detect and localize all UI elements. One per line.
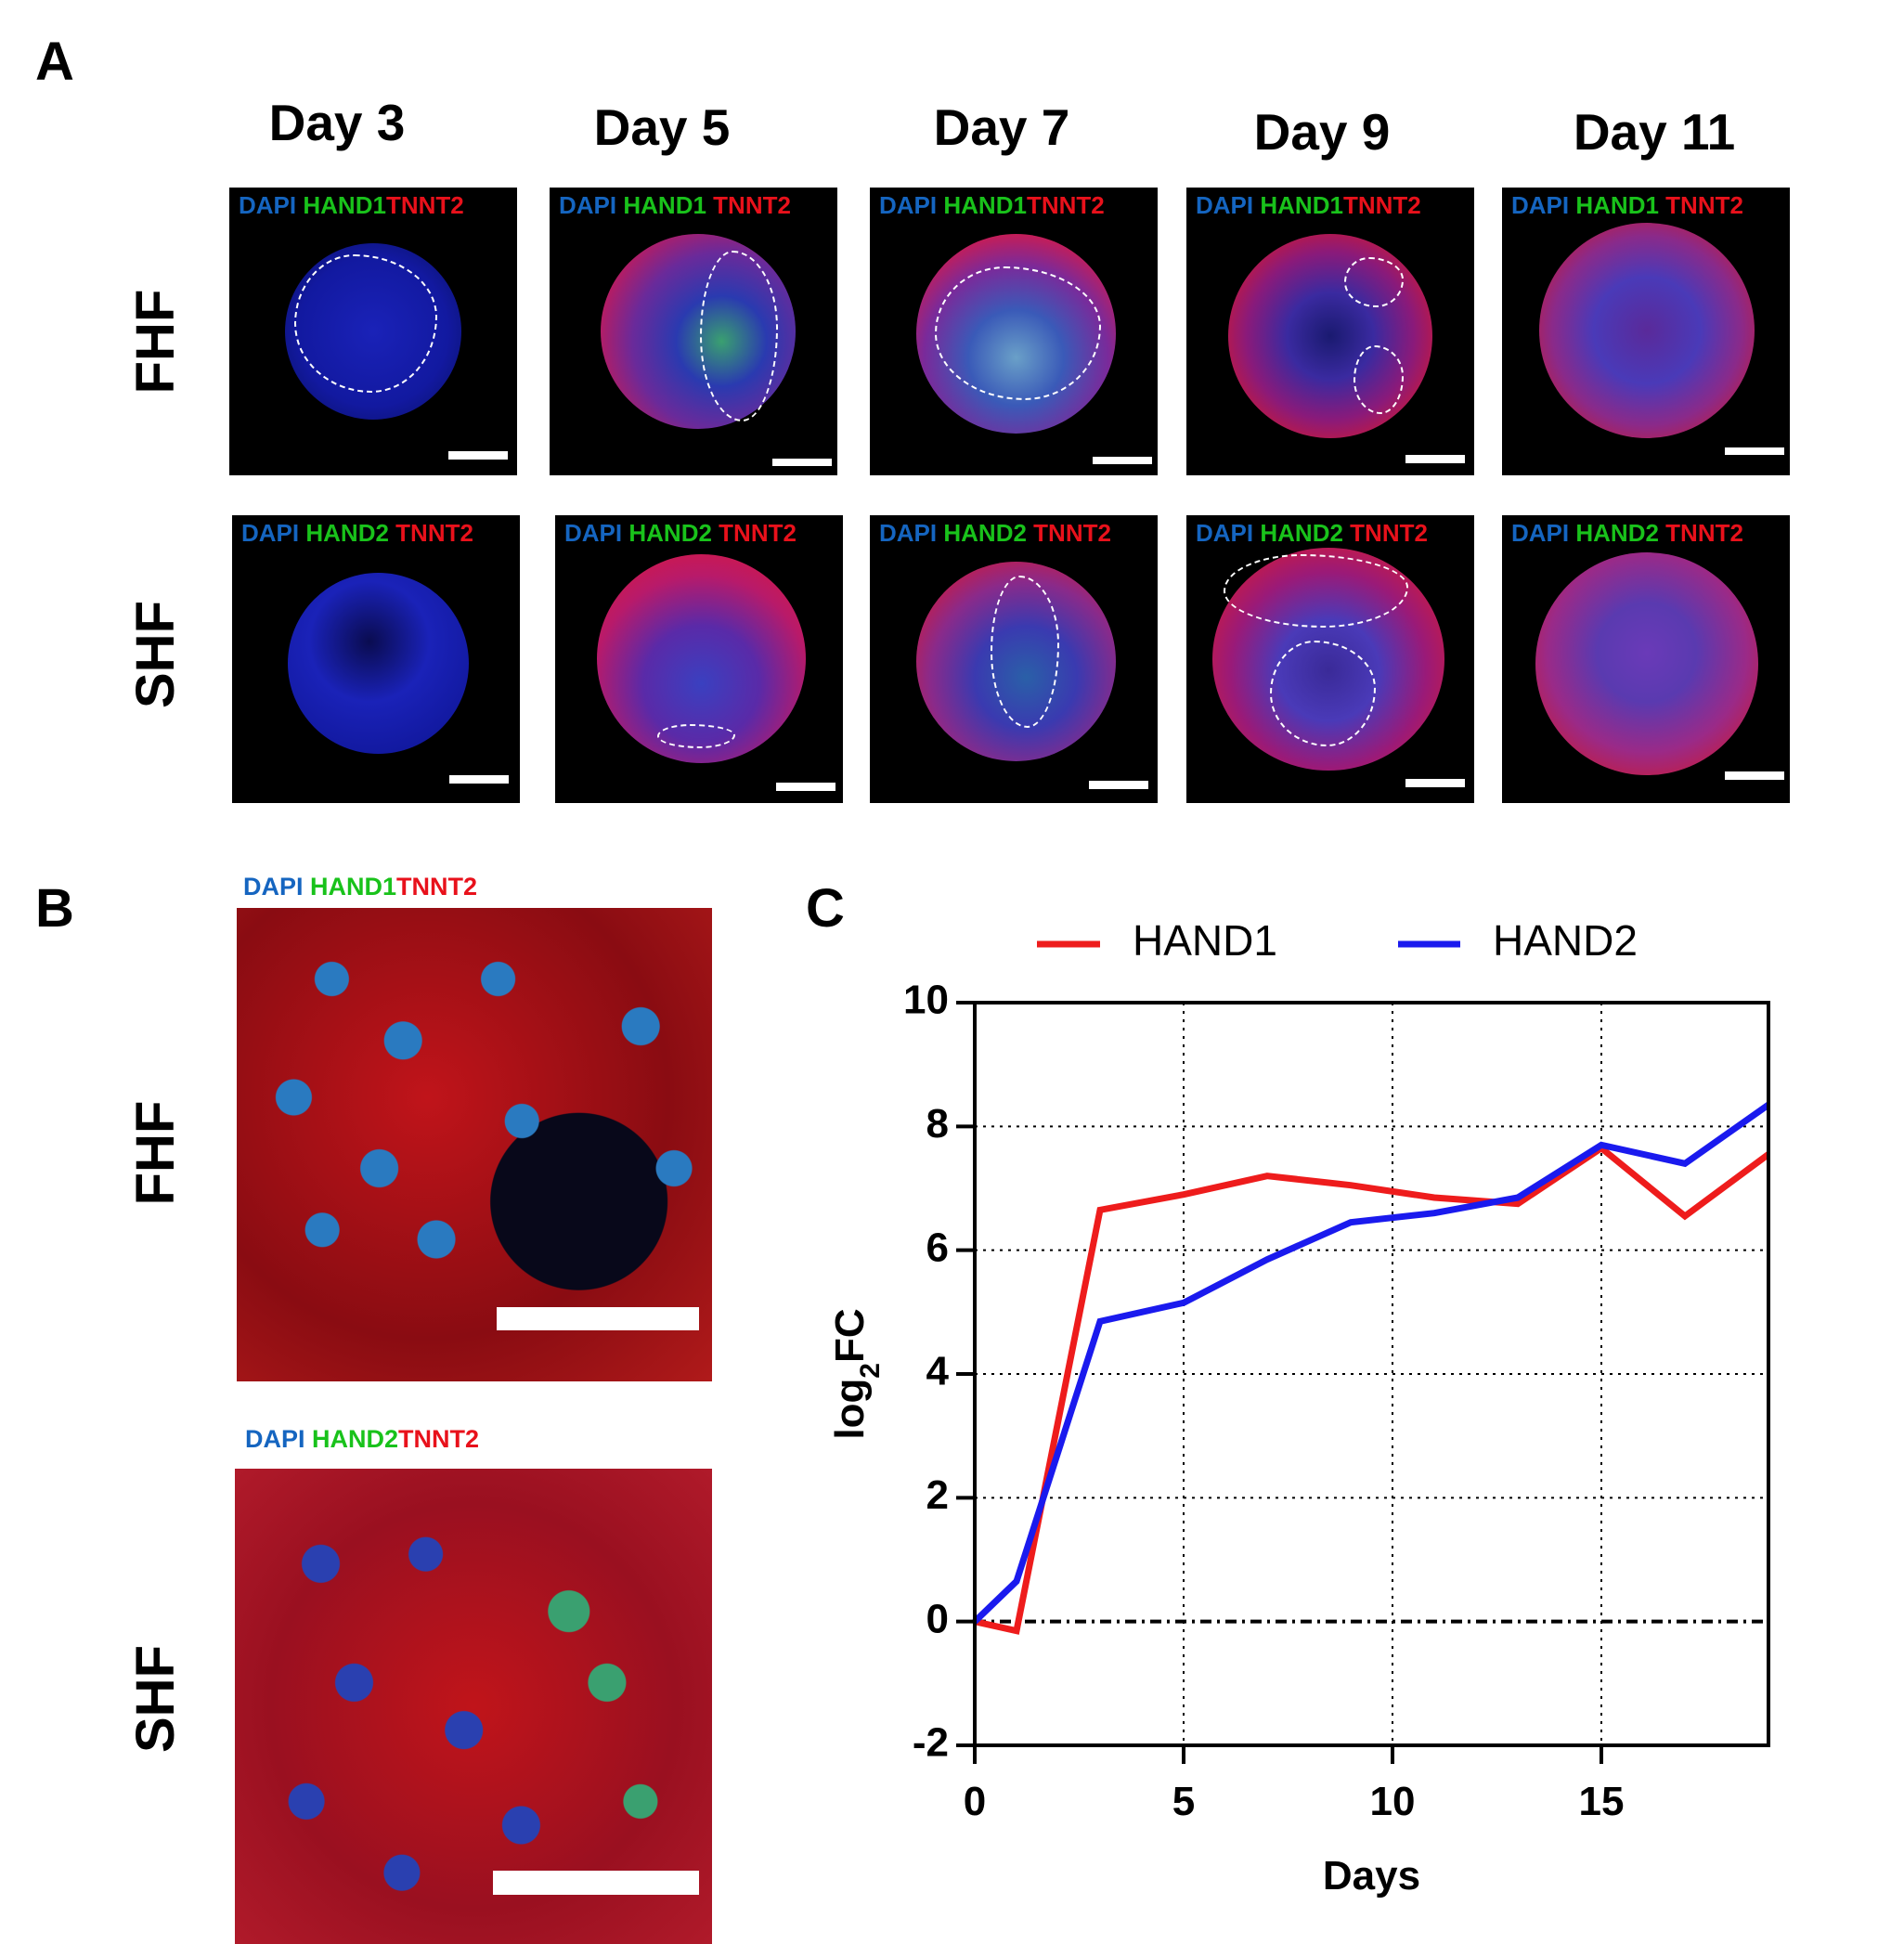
- y-tick-label: 4: [926, 1349, 950, 1394]
- dashed-region: [294, 254, 437, 393]
- scale-bar: [1405, 455, 1465, 463]
- dashed-region: [1270, 641, 1376, 746]
- organoid-sphere: [1535, 552, 1758, 775]
- scale-bar: [448, 451, 508, 460]
- y-tick-label: 8: [926, 1101, 949, 1147]
- scale-bar: [1725, 771, 1784, 780]
- series-line-hand1: [974, 1144, 1771, 1635]
- organoid-sphere: [1228, 234, 1432, 438]
- panel-label-a: A: [35, 32, 74, 92]
- row-label-shf-b: SHF: [125, 1645, 186, 1753]
- micrograph-b-shf: [235, 1469, 712, 1944]
- stain-legend: DAPI HAND1TNNT2: [879, 191, 1105, 219]
- y-tick-label: 10: [903, 978, 949, 1023]
- scale-bar: [497, 1307, 699, 1330]
- dashed-region: [991, 576, 1059, 728]
- day-header-7: Day 7: [933, 98, 1070, 156]
- stain-legend: DAPI HAND2 TNNT2: [1196, 519, 1428, 547]
- stain-legend: DAPI HAND2 TNNT2: [241, 519, 473, 547]
- stain-legend: DAPI HAND1 TNNT2: [1511, 191, 1743, 219]
- scale-bar: [1089, 781, 1148, 789]
- dashed-region: [700, 251, 778, 421]
- y-axis-ticks: -2 0 2 4 6 8 10: [903, 978, 975, 1766]
- scale-bar: [1093, 457, 1152, 464]
- y-tick-label: 6: [926, 1225, 949, 1270]
- stain-legend-b-shf: DAPI HAND2TNNT2: [245, 1425, 480, 1453]
- x-tick-label: 10: [1370, 1779, 1416, 1824]
- row-label-fhf-b: FHF: [125, 1100, 186, 1206]
- stain-legend: DAPI HAND1TNNT2: [239, 191, 464, 219]
- scale-bar: [776, 783, 835, 791]
- series-line-hand2: [972, 1102, 1771, 1625]
- chart-series: [972, 1102, 1771, 1635]
- row-label-fhf: FHF: [125, 289, 186, 395]
- micrograph-fhf-day5: DAPI HAND1 TNNT2: [550, 188, 837, 475]
- legend-hand2-label: HAND2: [1493, 916, 1638, 965]
- panel-label-b: B: [35, 878, 74, 939]
- micrograph-shf-day9: DAPI HAND2 TNNT2: [1186, 515, 1474, 803]
- x-tick-label: 0: [964, 1779, 986, 1824]
- day-header-9: Day 9: [1253, 103, 1391, 161]
- y-axis-label: log2FC: [827, 1308, 886, 1439]
- row-label-shf: SHF: [125, 601, 186, 708]
- micrograph-fhf-day11: DAPI HAND1 TNNT2: [1502, 188, 1790, 475]
- scale-bar: [1725, 447, 1784, 455]
- scale-bar: [493, 1871, 699, 1895]
- micrograph-b-fhf: [237, 908, 712, 1381]
- day-header-3: Day 3: [268, 94, 406, 151]
- organoid-sphere: [1539, 223, 1755, 438]
- x-axis-label: Days: [1323, 1853, 1420, 1899]
- y-tick-label: 2: [926, 1472, 949, 1518]
- log2fc-line-chart: HAND1 HAND2 -2 0 2 4 6 8 10 0 5 10 15 Days log2FC: [827, 916, 1771, 1899]
- stain-legend: DAPI HAND2 TNNT2: [879, 519, 1111, 547]
- micrograph-shf-day5: DAPI HAND2 TNNT2: [555, 515, 843, 803]
- scale-bar: [1405, 779, 1465, 787]
- micrograph-fhf-day9: DAPI HAND1TNNT2: [1186, 188, 1474, 475]
- x-tick-label: 15: [1579, 1779, 1625, 1824]
- legend-hand1-label: HAND1: [1133, 916, 1277, 965]
- dashed-region: [1224, 554, 1408, 628]
- dashed-region: [657, 724, 735, 748]
- stain-legend-b-fhf: DAPI HAND1TNNT2: [243, 873, 478, 901]
- scale-bar: [772, 459, 832, 466]
- x-tick-label: 5: [1172, 1779, 1195, 1824]
- chart-gridlines: [975, 1003, 1768, 1745]
- micrograph-shf-day7: DAPI HAND2 TNNT2: [870, 515, 1158, 803]
- panel-label-c: C: [806, 878, 845, 939]
- micrograph-shf-day11: DAPI HAND2 TNNT2: [1502, 515, 1790, 803]
- stain-legend: DAPI HAND2 TNNT2: [564, 519, 797, 547]
- stain-legend: DAPI HAND1 TNNT2: [559, 191, 791, 219]
- dashed-region: [1344, 257, 1404, 307]
- y-tick-label: -2: [913, 1720, 949, 1766]
- y-tick-label: 0: [926, 1596, 949, 1641]
- day-header-11: Day 11: [1573, 103, 1736, 161]
- micrograph-fhf-day7: DAPI HAND1TNNT2: [870, 188, 1158, 475]
- organoid-sphere: [288, 573, 469, 754]
- stain-legend: DAPI HAND1TNNT2: [1196, 191, 1421, 219]
- stain-legend: DAPI HAND2 TNNT2: [1511, 519, 1743, 547]
- micrograph-fhf-day3: DAPI HAND1TNNT2: [229, 188, 517, 475]
- chart-legend: HAND1 HAND2: [1037, 916, 1638, 965]
- x-axis-ticks: 0 5 10 15: [964, 1745, 1625, 1824]
- scale-bar: [449, 775, 509, 784]
- micrograph-shf-day3: DAPI HAND2 TNNT2: [232, 515, 520, 803]
- day-header-5: Day 5: [593, 98, 731, 156]
- dashed-region: [1354, 345, 1404, 414]
- dashed-region: [935, 266, 1101, 400]
